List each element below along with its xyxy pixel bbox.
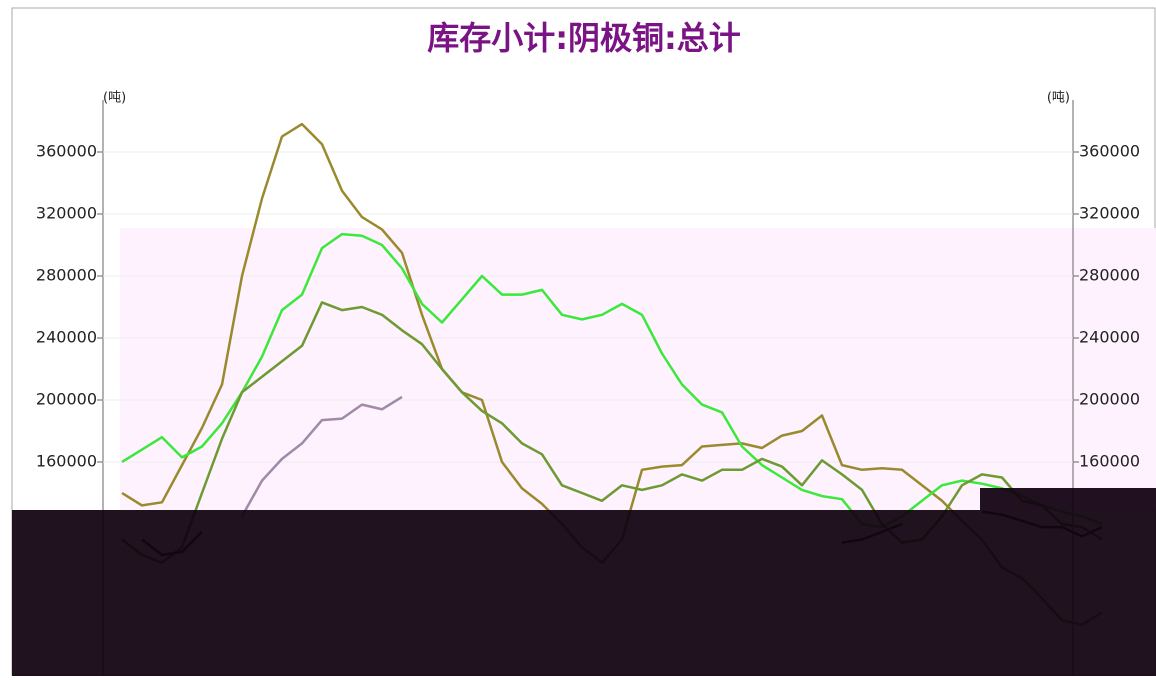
y-tick-label: 360000: [36, 142, 97, 161]
y-tick-label: 280000: [36, 266, 97, 285]
y-tick-label: 160000: [36, 452, 97, 471]
y2-tick-label: 360000: [1079, 142, 1140, 161]
series-line: [121, 232, 1103, 529]
y2-tick-label: 320000: [1079, 204, 1140, 223]
plot-area: 160000 200000 240000 280000 320000 360000 1600…: [36, 122, 1140, 627]
glitch-overlay: [12, 510, 1156, 676]
glitch-overlay: [980, 488, 1156, 510]
y-unit: (吨): [103, 91, 126, 106]
chart-title: 库存小计:阴极铜:总计: [427, 19, 741, 57]
y2-unit: (吨): [1047, 91, 1070, 106]
series-line: [240, 395, 403, 517]
y2-tick-label: 280000: [1079, 266, 1140, 285]
glitch-panel: [120, 228, 1156, 510]
y2-tick-label: 240000: [1079, 328, 1140, 347]
y-tick-label: 320000: [36, 204, 97, 223]
y2-tick-label: 160000: [1079, 452, 1140, 471]
y2-tick-label: 200000: [1079, 390, 1140, 409]
y-tick-label: 200000: [36, 390, 97, 409]
y-tick-label: 240000: [36, 328, 97, 347]
